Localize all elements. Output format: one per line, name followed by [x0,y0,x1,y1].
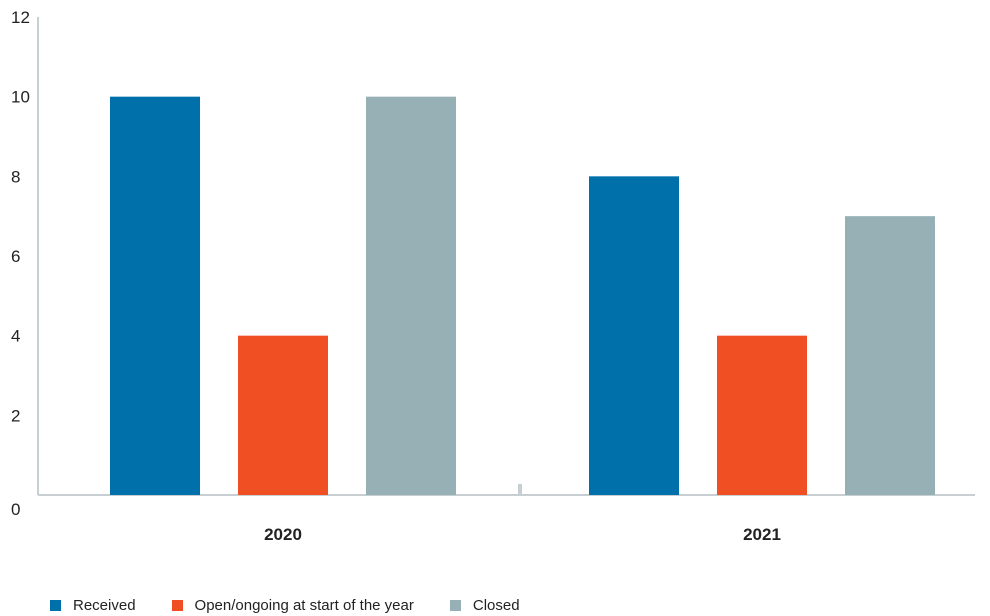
bar-received-2021 [589,176,679,496]
legend-label-closed: Closed [472,597,520,614]
legend-label-received: Received [73,597,136,614]
x-category-label: 2020 [264,525,302,544]
legend-swatch-open-ongoing [171,600,183,611]
y-tick-label: 8 [11,167,20,186]
x-category-label: 2021 [743,525,781,544]
legend-swatch-received [50,600,61,611]
legend-swatch-closed [449,600,461,611]
bar-open-ongoing-2021 [717,335,807,495]
group-separator-tick [518,484,522,494]
y-tick-label: 4 [11,327,20,346]
y-tick-label: 12 [11,8,30,27]
legend-item-received: Received [50,597,136,614]
legend-item-open-ongoing: Open/ongoing at start of the year [171,597,414,614]
bars [110,96,935,496]
legend: Received Open/ongoing at start of the ye… [50,597,556,614]
y-tick-label: 6 [11,247,20,266]
y-tick-label: 0 [11,500,20,519]
y-tick-label: 2 [11,406,20,425]
y-tick-label: 10 [11,88,30,107]
axis-labels: 0 2 4 6 8 10 12 2020 2021 [11,8,781,544]
legend-item-closed: Closed [449,597,520,614]
bar-closed-2021 [845,216,935,495]
bar-closed-2020 [366,96,456,496]
bar-received-2020 [110,96,200,496]
bar-open-ongoing-2020 [238,335,328,495]
legend-label-open-ongoing: Open/ongoing at start of the year [194,597,414,614]
